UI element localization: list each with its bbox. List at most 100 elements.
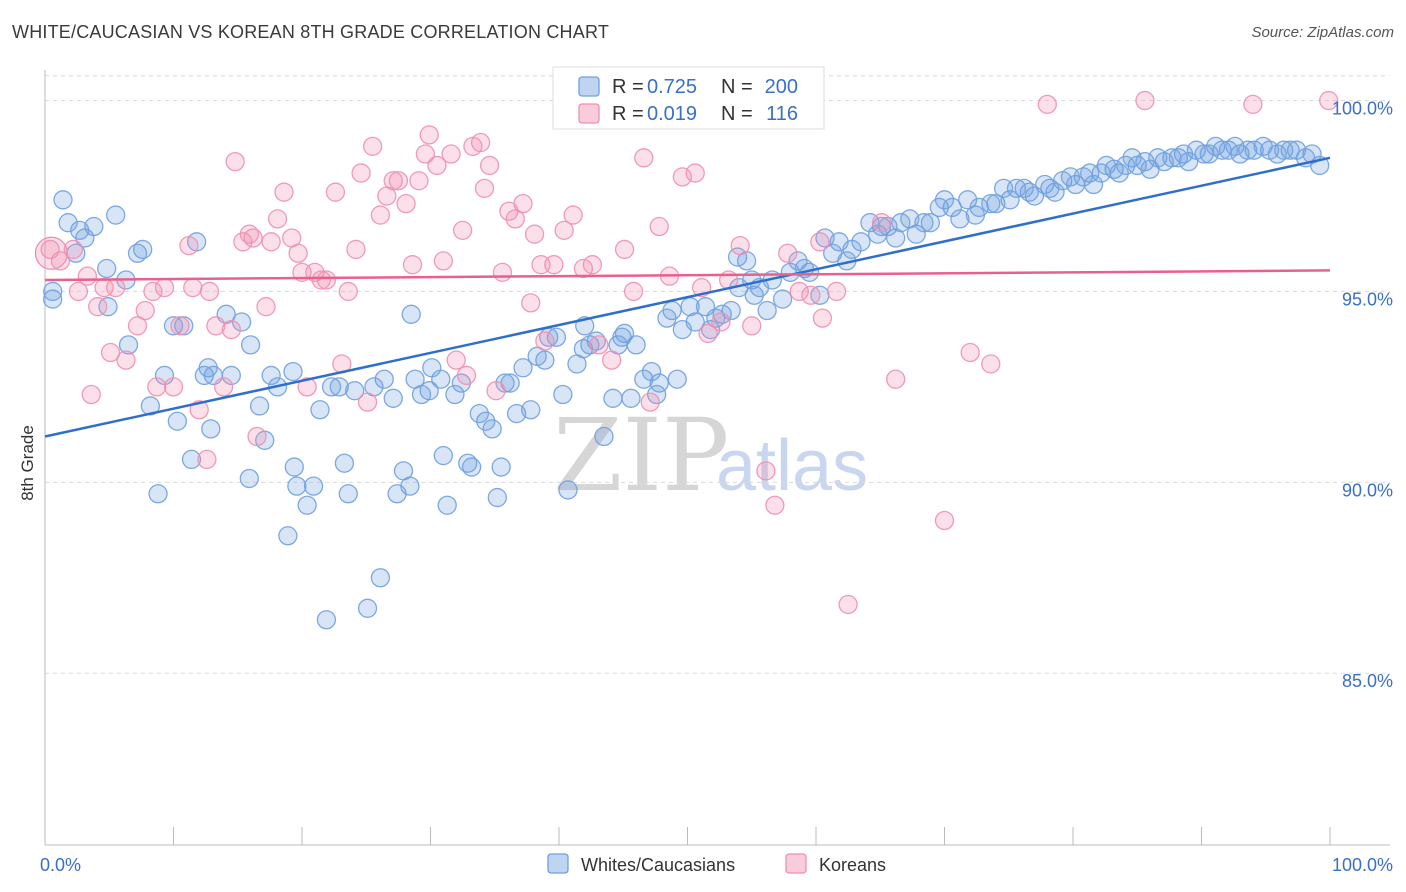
white-caucasian-point [920,213,941,233]
korean-point [513,193,533,214]
korean-point [311,270,331,290]
bottom-legend: Whites/Caucasians Koreans [547,853,886,875]
korean-point [370,205,391,225]
korean-point [1319,90,1339,111]
korean-point [1135,90,1155,111]
white-caucasian-point [553,384,573,405]
korean-point [147,377,167,397]
white-caucasian-point [283,361,303,382]
korean-point [470,132,491,153]
white-caucasian-point [303,476,324,496]
legend-swatch [578,76,600,97]
white-caucasian-point [316,610,337,630]
white-caucasian-point [249,396,270,416]
bottom-legend-swatch [547,853,569,874]
white-caucasian-point [1019,182,1039,202]
white-caucasian-point [240,335,261,355]
korean-point [871,213,892,233]
white-caucasian-point [97,258,117,279]
white-caucasian-point [287,476,307,496]
korean-point [288,243,308,263]
white-caucasian-point [43,281,63,302]
white-caucasian-point [239,468,259,489]
korean-point [206,316,226,336]
korean-point [221,319,241,340]
korean-point [183,277,203,298]
korean-point [100,342,121,363]
korean-point [756,461,776,481]
white-caucasian-point [167,411,188,431]
korean-point [486,381,506,401]
watermark-zip: ZIP [553,397,729,514]
korean-point [247,426,267,447]
legend-n-value: 116 [766,103,798,125]
white-caucasian-point [986,193,1006,214]
white-caucasian-point [297,495,317,515]
white-caucasian-point [727,247,748,267]
source-label: Source: ZipAtlas.com [1251,24,1394,41]
white-caucasian-point [338,484,358,504]
white-caucasian-point [815,228,835,248]
legend-swatch [578,103,600,124]
korean-point [934,510,955,531]
legend-n-value: 200 [765,76,798,98]
korean-point [351,163,371,183]
points-layer [34,90,1339,630]
korean-point [106,277,126,298]
white-caucasian-point [772,289,793,309]
korean-point [81,384,101,405]
watermark: ZIP atlas [553,397,868,514]
bottom-legend-label: Whites/Caucasians [581,855,735,875]
korean-point [711,312,731,332]
korean-point [197,449,217,470]
white-caucasian-point [934,190,955,210]
korean-point [1243,94,1263,115]
white-caucasian-point [744,285,764,305]
y-tick-label: 100.0% [1332,99,1393,119]
white-caucasian-point [53,190,73,210]
korean-point [154,277,175,298]
chart-title: WHITE/CAUCASIAN VS KOREAN 8TH GRADE CORR… [12,22,610,42]
white-caucasian-point [906,224,926,244]
korean-point [116,350,136,370]
white-caucasian-point [1109,163,1129,183]
white-caucasian-point [127,243,148,263]
white-caucasian-point [345,381,365,401]
white-caucasian-point [261,365,281,386]
korean-point [143,281,163,302]
korean-point [199,281,220,302]
korean-point [810,232,830,252]
white-caucasian-point [647,384,667,405]
korean-point [68,281,89,302]
korean-point [765,495,785,515]
korean-point [789,281,809,302]
korean-point [554,220,574,240]
y-tick-label: 95.0% [1342,289,1393,309]
bottom-legend-swatch [785,853,807,874]
korean-point [213,377,234,397]
white-caucasian-point [329,377,349,397]
korean-point [383,171,403,191]
white-caucasian-point [163,316,184,336]
white-caucasian-point [851,232,871,252]
korean-point [474,178,495,198]
korean-point [357,392,378,412]
white-caucasian-point [573,339,594,359]
white-caucasian-point [757,300,777,321]
korean-point [419,125,439,145]
white-caucasian-point [198,358,218,378]
white-caucasian-point [43,289,63,309]
korean-point [492,262,513,282]
white-caucasian-point [612,327,632,347]
korean-point [456,365,477,386]
white-caucasian-point [133,239,153,260]
white-caucasian-point [491,457,511,477]
white-caucasian-point [634,369,654,389]
white-caucasian-point [1168,148,1189,168]
korean-point [170,316,190,336]
white-caucasian-point [546,327,567,347]
white-caucasian-point [106,205,126,225]
korean-trend-line [44,269,1331,282]
legend-n-label: N = [721,103,753,125]
korean-point [960,342,980,363]
